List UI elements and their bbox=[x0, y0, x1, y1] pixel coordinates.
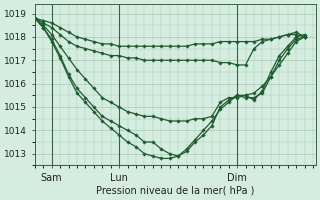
X-axis label: Pression niveau de la mer( hPa ): Pression niveau de la mer( hPa ) bbox=[96, 186, 254, 196]
